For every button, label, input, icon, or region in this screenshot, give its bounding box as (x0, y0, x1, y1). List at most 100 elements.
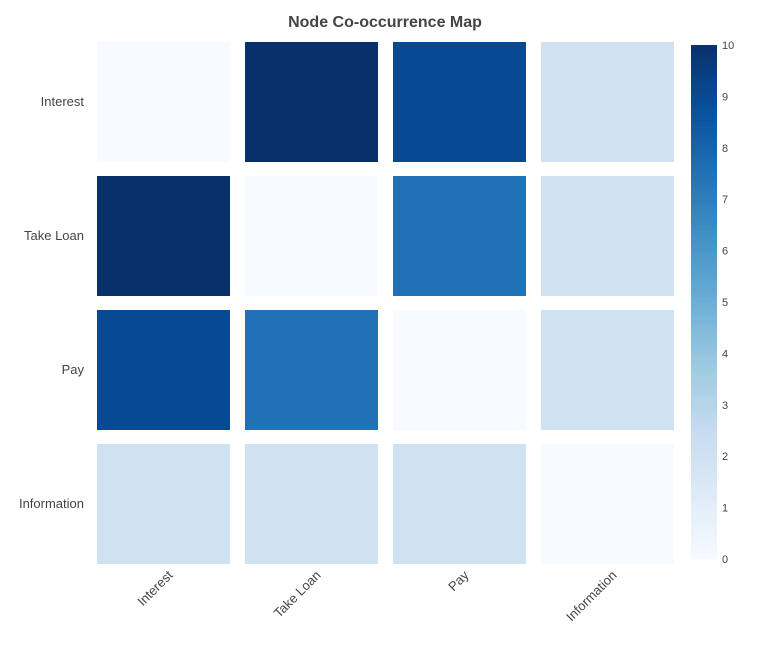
heatmap-cell-0-1 (245, 42, 378, 162)
colorbar-segment (691, 169, 717, 175)
heatmap-cell-2-3 (541, 310, 674, 430)
row-label: Information (19, 496, 84, 511)
colorbar-segment (691, 520, 717, 526)
colorbar-tick-label: 10 (722, 40, 734, 52)
colorbar-segment (691, 524, 717, 530)
colorbar-segment (691, 74, 717, 80)
heatmap-cell-1-1 (245, 176, 378, 296)
colorbar-segment (691, 391, 717, 397)
colorbar-segment (691, 417, 717, 423)
colorbar-segment (691, 469, 717, 474)
chart-title: Node Co-occurrence Map (288, 14, 482, 31)
colorbar-segment (691, 434, 717, 440)
colorbar-segment (691, 409, 717, 414)
colorbar-tick-label: 0 (722, 554, 728, 566)
colorbar-segment (691, 49, 717, 55)
heatmap-cell-3-2 (393, 444, 526, 564)
colorbar-segment (691, 554, 717, 560)
colorbar-segment (691, 323, 717, 329)
colorbar-segment (691, 306, 717, 312)
colorbar-segment (691, 139, 717, 145)
colorbar-segment (691, 177, 717, 183)
heatmap-cell-3-1 (245, 444, 378, 564)
colorbar-segment (691, 336, 717, 342)
colorbar-segment (691, 134, 717, 140)
colorbar-segment (691, 53, 717, 59)
colorbar-segment (691, 499, 717, 504)
colorbar-tick-label: 1 (722, 503, 728, 515)
colorbar-segment (691, 516, 717, 522)
colorbar-segment (691, 207, 717, 213)
colorbar-segment (691, 220, 717, 226)
colorbar-tick-label: 9 (722, 91, 728, 103)
heatmap-cell-1-2 (393, 176, 526, 296)
colorbar-segment (691, 70, 717, 76)
heatmap-cell-1-3 (541, 176, 674, 296)
colorbar-segment (691, 57, 717, 63)
colorbar-segment (691, 272, 717, 277)
colorbar-segment (691, 246, 717, 252)
row-label: Interest (41, 94, 85, 109)
colorbar-segment (691, 212, 717, 217)
colorbar-segment (691, 194, 717, 200)
colorbar-segment (691, 113, 717, 119)
colorbar-segment (691, 276, 717, 282)
column-label: Take Loan (271, 568, 324, 621)
colorbar-segment (691, 289, 717, 295)
colorbar-segment (691, 190, 717, 196)
colorbar-segment (691, 96, 717, 102)
colorbar-segment (691, 481, 717, 487)
colorbar-segment (691, 361, 717, 367)
colorbar-segment (691, 143, 717, 149)
colorbar-segment (691, 529, 717, 534)
row-label: Take Loan (24, 228, 84, 243)
colorbar-segment (691, 439, 717, 444)
colorbar-segment (691, 233, 717, 239)
heatmap-cell-2-2 (393, 310, 526, 430)
colorbar-segment (691, 464, 717, 470)
colorbar-segment (691, 126, 717, 132)
colorbar-segment (691, 152, 717, 157)
colorbar-segment (691, 366, 717, 372)
colorbar-segment (691, 400, 717, 406)
colorbar-segment (691, 147, 717, 153)
colorbar-segment (691, 117, 717, 123)
colorbar-segment (691, 186, 717, 192)
colorbar-segment (691, 319, 717, 325)
colorbar-tick-label: 8 (722, 143, 728, 155)
colorbar-segment (691, 242, 717, 247)
colorbar-segment (691, 443, 717, 449)
colorbar-segment (691, 460, 717, 466)
colorbar-segment (691, 263, 717, 269)
colorbar-segment (691, 473, 717, 479)
colorbar-segment (691, 224, 717, 230)
column-label: Information (563, 568, 620, 625)
colorbar-segment (691, 327, 717, 333)
colorbar-segment (691, 250, 717, 256)
colorbar: 0 1 2 3 4 5 6 7 8 9 10 (691, 40, 734, 566)
colorbar-segment (691, 302, 717, 307)
colorbar-tick-label: 5 (722, 297, 728, 309)
colorbar-segment (691, 229, 717, 235)
colorbar-tick-label: 3 (722, 400, 728, 412)
colorbar-segment (691, 344, 717, 350)
colorbar-segment (691, 87, 717, 93)
colorbar-segment (691, 357, 717, 363)
heatmap-cells (97, 42, 674, 564)
colorbar-segment (691, 160, 717, 166)
colorbar-segment (691, 293, 717, 299)
colorbar-segment (691, 66, 717, 72)
colorbar-segment (691, 182, 717, 187)
colorbar-segment (691, 79, 717, 85)
colorbar-segment (691, 267, 717, 273)
heatmap-cell-2-0 (97, 310, 230, 430)
colorbar-segment (691, 297, 717, 303)
colorbar-segment (691, 387, 717, 393)
colorbar-segment (691, 216, 717, 222)
colorbar-segment (691, 541, 717, 547)
colorbar-segment (691, 477, 717, 483)
colorbar-segment (691, 164, 717, 170)
colorbar-segment (691, 62, 717, 68)
